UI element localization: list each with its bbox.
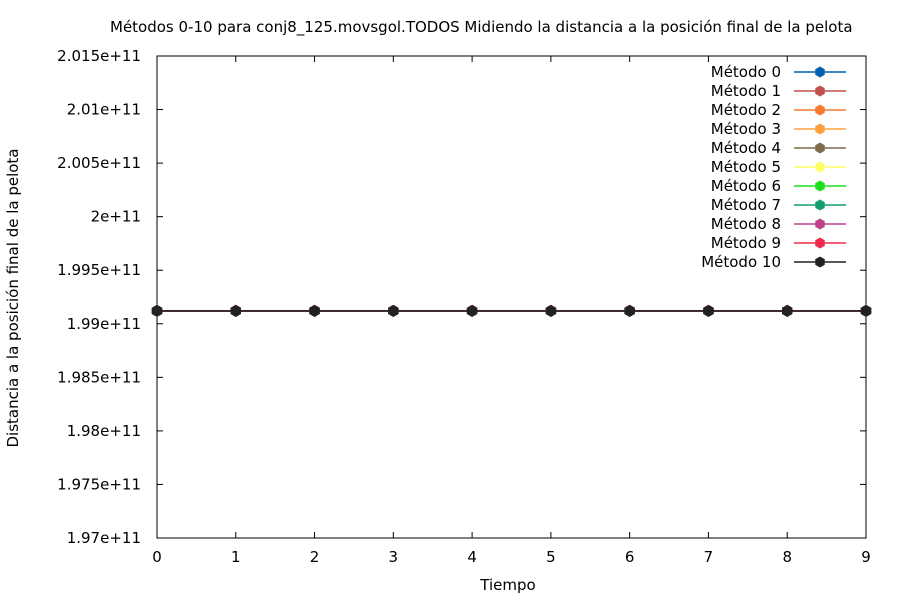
legend-label: Método 5 — [711, 158, 781, 176]
x-axis-label: Tiempo — [479, 576, 535, 594]
y-tick-label: 2e+11 — [91, 208, 141, 226]
legend-marker — [815, 218, 825, 230]
data-point — [860, 304, 872, 317]
legend-label: Método 9 — [711, 234, 781, 252]
data-point — [309, 304, 320, 317]
legend-marker — [815, 66, 825, 78]
data-point — [388, 304, 399, 317]
y-tick-label: 2.015e+11 — [57, 47, 141, 65]
x-tick-label: 6 — [625, 548, 635, 566]
y-tick-label: 1.975e+11 — [57, 475, 141, 493]
legend-label: Método 3 — [711, 120, 781, 138]
data-point — [545, 304, 557, 317]
legend-label: Método 10 — [701, 253, 781, 271]
y-axis-label: Distancia a la posición final de la pelo… — [4, 148, 22, 447]
y-tick-label: 2.01e+11 — [67, 101, 141, 119]
y-tick-label: 1.98e+11 — [67, 422, 141, 440]
y-tick-label: 1.985e+11 — [57, 368, 141, 386]
legend-label: Método 2 — [711, 101, 781, 119]
legend-label: Método 7 — [711, 196, 781, 214]
legend-marker — [815, 180, 825, 192]
data-point — [151, 304, 163, 317]
chart-title: Métodos 0-10 para conj8_125.movsgol.TODO… — [110, 18, 853, 37]
plot-frame — [156, 55, 867, 539]
y-tick-label: 1.99e+11 — [67, 315, 141, 333]
y-tick-label: 1.97e+11 — [67, 529, 141, 547]
x-tick-label: 1 — [231, 548, 241, 566]
x-tick-label: 7 — [704, 548, 714, 566]
x-tick-label: 5 — [546, 548, 556, 566]
legend-marker — [815, 237, 825, 249]
x-tick-label: 0 — [152, 548, 162, 566]
x-tick-label: 9 — [861, 548, 871, 566]
legend-marker — [815, 161, 825, 173]
data-point — [230, 304, 241, 317]
x-tick-label: 8 — [782, 548, 792, 566]
x-tick-label: 2 — [310, 548, 320, 566]
legend-marker — [815, 142, 825, 154]
axes: 1.97e+11 1.975e+11 1.98e+11 1.985e+11 1.99e+… — [57, 47, 871, 566]
y-tick-label: 1.995e+11 — [57, 261, 141, 279]
series-10 — [151, 304, 872, 317]
series-group — [151, 304, 872, 317]
data-point — [703, 304, 714, 317]
legend-label: Método 1 — [711, 82, 781, 100]
legend-label: Método 8 — [711, 215, 781, 233]
legend-label: Método 6 — [711, 177, 781, 195]
legend-label: Método 4 — [711, 139, 781, 157]
legend-marker — [815, 199, 825, 211]
data-point — [624, 304, 635, 317]
legend-marker — [815, 85, 825, 97]
legend-marker — [815, 104, 825, 116]
legend-marker — [815, 123, 825, 135]
x-tick-label: 4 — [467, 548, 477, 566]
data-point — [782, 304, 793, 317]
y-tick-label: 2.005e+11 — [57, 154, 141, 172]
legend-marker — [815, 256, 825, 268]
x-tick-label: 3 — [389, 548, 399, 566]
data-point — [466, 304, 478, 317]
legend-label: Método 0 — [711, 63, 781, 81]
